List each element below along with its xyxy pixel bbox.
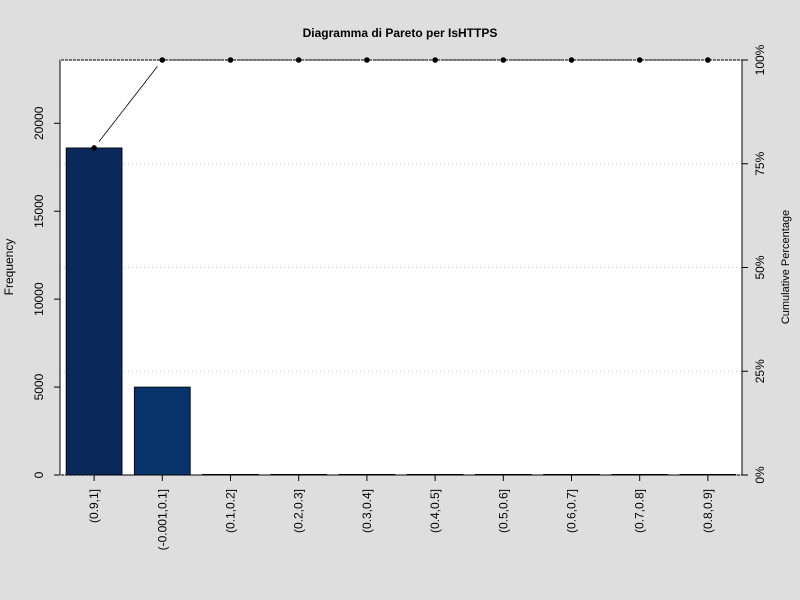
x-tick-label: (0.1,0.2] [224,489,238,533]
y-tick-label: 20000 [32,106,46,140]
x-tick-label: (0.3,0.4] [360,489,374,533]
x-axis: (0.9,1] (-0.001,0.1] (0.1,0.2] (0.2,0.3] (0.… [87,474,715,550]
cumulative-point [636,57,643,63]
y-tick-label: 0 [32,471,46,478]
cumulative-point [432,57,438,63]
cumulative-point [500,57,507,63]
x-tick-label: (0.8,0.9] [701,489,715,533]
cumulative-point [159,57,166,63]
cumulative-segment [98,66,158,142]
cumulative-point [91,145,97,151]
x-tick-label: (-0.001,0.1] [155,489,169,550]
y-axis-right: 0% 25% 50% 75% 100% [741,44,767,484]
cumulative-point [227,57,234,63]
y-tick-label: 15000 [32,194,46,228]
chart-title: Diagramma di Pareto per IsHTTPS [303,26,498,40]
y-right-tick-label: 100% [753,44,767,75]
x-tick-label: (0.9,1] [87,489,101,523]
bar [65,147,123,476]
cumulative-point [364,57,370,63]
y-axis-left: 0 5000 10000 15000 20000 [32,106,61,478]
x-tick-label: (0.2,0.3] [292,489,306,533]
cumulative-point [705,57,711,63]
cumulative-point [568,57,575,63]
x-tick-label: (0.7,0.8] [633,489,647,533]
y-right-tick-label: 25% [753,359,767,383]
y-axis-right-label: Cumulative Percentage [780,210,792,324]
bar [133,386,191,476]
y-tick-label: 5000 [32,373,46,400]
y-right-tick-label: 75% [753,151,767,175]
x-tick-label: (0.4,0.5] [428,489,442,533]
x-tick-label: (0.5,0.6] [496,489,510,533]
cumulative-line [91,57,711,151]
y-tick-label: 10000 [32,282,46,316]
x-tick-label: (0.6,0.7] [565,489,579,533]
y-right-tick-label: 0% [753,466,767,484]
y-right-tick-label: 50% [753,255,767,279]
y-axis-label: Frequency [2,239,16,296]
cumulative-point [295,57,302,63]
